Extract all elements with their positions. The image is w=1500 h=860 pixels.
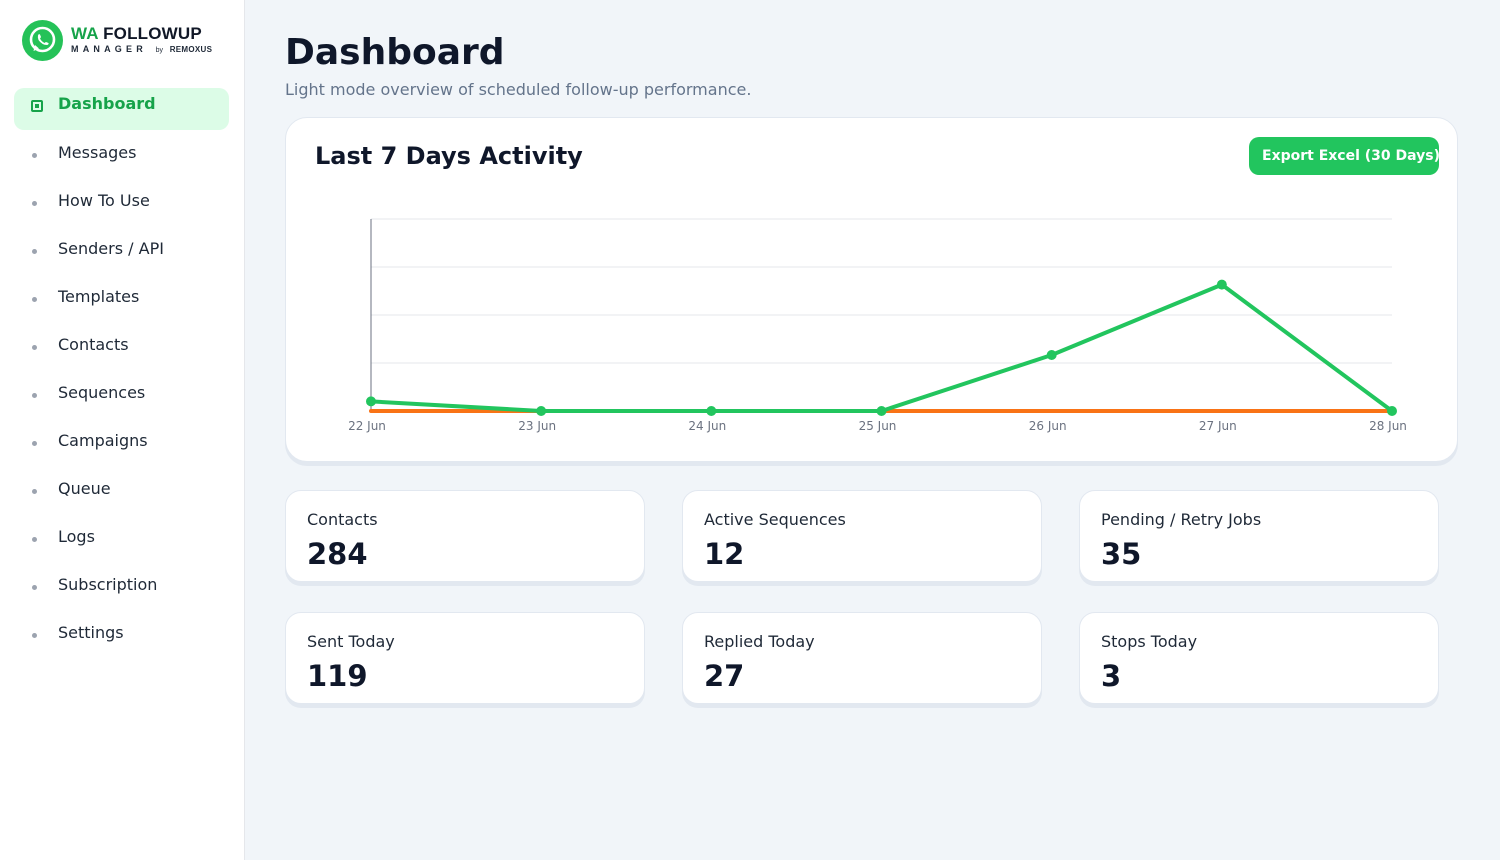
chart-data-point [876, 406, 887, 416]
stat-card-pending-retry-jobs: Pending / Retry Jobs 35 [1079, 490, 1439, 582]
sidebar-item-label: Senders / API [58, 239, 164, 258]
stat-label: Contacts [307, 510, 378, 529]
bullet-icon [32, 393, 37, 398]
stat-label: Pending / Retry Jobs [1101, 510, 1262, 529]
bullet-icon [32, 345, 37, 350]
sidebar-nav: Dashboard Messages How To Use Senders / … [14, 88, 229, 664]
bullet-icon [32, 297, 37, 302]
activity-line-chart: 22 Jun 23 Jun 24 Jun 25 Jun 26 Jun 27 Jun 28 J… [348, 218, 1407, 433]
brand-title-rest: FOLLOWUP [98, 24, 202, 43]
activity-chart-card: Last 7 Days Activity Export Excel (30 Da… [285, 117, 1458, 462]
stat-card-replied-today: Replied Today 27 [682, 612, 1042, 704]
sidebar-item-sequences[interactable]: Sequences [14, 376, 229, 418]
app-logo[interactable]: WA FOLLOWUP MANAGER by REMOXUS [22, 20, 222, 62]
stat-label: Stops Today [1101, 632, 1198, 651]
whatsapp-logo-icon [22, 20, 63, 61]
stat-value: 119 [307, 659, 368, 693]
sidebar-item-label: Subscription [58, 575, 158, 594]
bullet-icon [32, 201, 37, 206]
bullet-icon [32, 537, 37, 542]
stat-label: Replied Today [704, 632, 815, 651]
sidebar-item-label: Campaigns [58, 431, 148, 450]
stat-value: 284 [307, 537, 368, 571]
brand-subtitle-text: MANAGER [71, 44, 147, 54]
chart-data-point [1216, 279, 1227, 290]
page-subtitle: Light mode overview of scheduled follow-… [285, 80, 752, 99]
sidebar-item-settings[interactable]: Settings [14, 616, 229, 658]
stat-value: 12 [704, 537, 745, 571]
stat-card-sent-today: Sent Today 119 [285, 612, 645, 704]
sidebar-item-senders-api[interactable]: Senders / API [14, 232, 229, 274]
chart-data-point [1387, 406, 1397, 416]
stat-value: 27 [704, 659, 745, 693]
chart-x-tick-label: 26 Jun [1029, 419, 1067, 433]
chart-data-point [706, 406, 717, 416]
bullet-icon [32, 441, 37, 446]
bullet-icon [32, 489, 37, 494]
stat-label: Active Sequences [704, 510, 846, 529]
page-title: Dashboard [285, 32, 505, 73]
chart-x-tick-label: 24 Jun [688, 419, 726, 433]
chart-title: Last 7 Days Activity [315, 142, 583, 170]
chart-x-tick-label: 23 Jun [518, 419, 556, 433]
sidebar-item-label: Templates [58, 287, 140, 306]
brand-company: REMOXUS [169, 45, 213, 54]
chart-data-point [1046, 350, 1057, 360]
sidebar-item-label: Contacts [58, 335, 129, 354]
bullet-icon [32, 249, 37, 254]
sidebar-item-templates[interactable]: Templates [14, 280, 229, 322]
sidebar-item-queue[interactable]: Queue [14, 472, 229, 514]
chart-x-tick-label: 28 Jun [1369, 419, 1407, 433]
brand-by: by [155, 47, 164, 54]
sidebar-item-dashboard[interactable]: Dashboard [14, 88, 229, 130]
stat-value: 3 [1101, 659, 1122, 693]
chart-data-point [366, 396, 376, 407]
stat-card-contacts: Contacts 284 [285, 490, 645, 582]
dashboard-icon [31, 100, 43, 112]
export-excel-button[interactable]: Export Excel (30 Days) [1249, 137, 1439, 175]
sidebar-item-label: Sequences [58, 383, 146, 402]
chart-data-point [536, 406, 547, 416]
sidebar-item-logs[interactable]: Logs [14, 520, 229, 562]
bullet-icon [32, 585, 37, 590]
stat-card-active-sequences: Active Sequences 12 [682, 490, 1042, 582]
stat-value: 35 [1101, 537, 1142, 571]
stat-card-stops-today: Stops Today 3 [1079, 612, 1439, 704]
chart-x-tick-label: 27 Jun [1199, 419, 1237, 433]
brand-subtitle: MANAGER by REMOXUS [71, 44, 212, 54]
brand-title: WA FOLLOWUP [71, 24, 202, 44]
sidebar-item-how-to-use[interactable]: How To Use [14, 184, 229, 226]
sidebar-item-label: Settings [58, 623, 124, 642]
sidebar-item-label: Queue [58, 479, 111, 498]
brand-title-prefix: WA [71, 24, 99, 43]
bullet-icon [32, 633, 37, 638]
sidebar-item-label: Logs [58, 527, 95, 546]
sidebar: WA FOLLOWUP MANAGER by REMOXUS Dashboard… [0, 0, 245, 860]
chart-x-tick-label: 25 Jun [859, 419, 897, 433]
sidebar-item-label: How To Use [58, 191, 150, 210]
sidebar-item-label: Messages [58, 143, 137, 162]
chart-series-line [369, 282, 1394, 413]
sidebar-item-campaigns[interactable]: Campaigns [14, 424, 229, 466]
sidebar-item-subscription[interactable]: Subscription [14, 568, 229, 610]
bullet-icon [32, 153, 37, 158]
sidebar-item-messages[interactable]: Messages [14, 136, 229, 178]
sidebar-item-contacts[interactable]: Contacts [14, 328, 229, 370]
stat-label: Sent Today [307, 632, 395, 651]
chart-x-tick-label: 22 Jun [348, 419, 386, 433]
sidebar-item-label: Dashboard [58, 94, 156, 113]
